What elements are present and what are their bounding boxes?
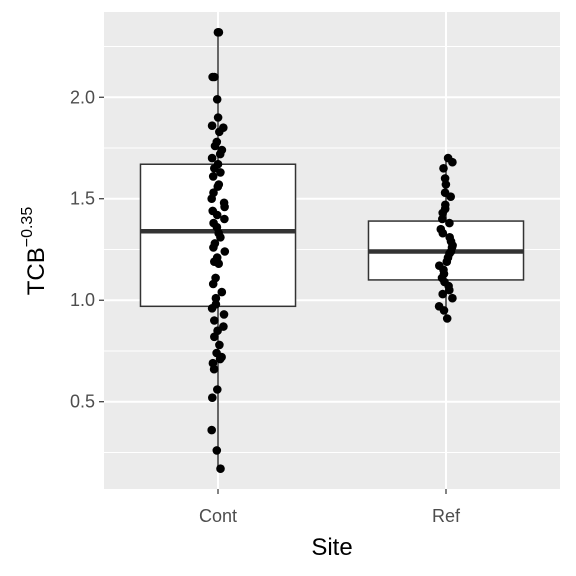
data-point [442,314,452,323]
data-point [445,285,454,295]
data-point [207,304,217,313]
x-axis: Cont Ref [199,489,461,526]
data-point [207,194,216,203]
data-point [208,279,218,289]
y-axis-title: TCB−0.35 [19,207,50,296]
data-point [214,28,224,37]
data-point [438,228,448,238]
data-point [439,164,448,173]
data-point [209,364,219,374]
data-point [207,121,217,130]
data-point [216,168,225,177]
data-point [209,243,218,252]
data-point [210,164,219,173]
data-point [214,259,223,269]
data-point [215,127,224,137]
data-point [438,214,447,224]
data-point [445,218,454,228]
data-point [219,310,229,319]
y-tick-label: 0.5 [70,392,95,412]
y-tick-label: 2.0 [70,87,95,107]
data-point [212,210,222,220]
data-point [442,257,452,267]
data-point [208,393,217,403]
data-points [207,28,457,474]
data-point [210,141,220,151]
data-point [211,293,221,303]
data-point [210,316,219,325]
x-axis-title: Site [311,534,352,561]
data-point [215,149,225,159]
data-point [438,208,448,218]
data-point [220,247,230,256]
data-point [448,157,457,167]
data-point [215,340,224,350]
x-tick-label: Ref [432,506,461,526]
data-point [216,464,225,474]
data-point [446,192,456,201]
data-point [441,180,451,189]
y-tick-label: 1.5 [70,189,95,209]
data-point [210,332,219,342]
data-point [448,293,457,303]
y-axis-title-base: TCB [23,247,50,295]
y-tick-label: 1.0 [70,290,95,310]
data-point [213,113,223,122]
svg-text:TCB−0.35: TCB−0.35 [19,207,50,296]
data-point [216,233,225,242]
data-point [220,214,229,224]
data-point [217,287,227,297]
data-point [220,202,229,212]
data-point [210,72,219,82]
y-axis: 0.5 1.0 1.5 2.0 [70,87,104,412]
data-point [212,95,222,104]
data-point [438,289,448,299]
data-point [212,446,222,455]
y-axis-title-exponent: −0.35 [19,207,36,248]
data-point [439,306,449,315]
data-point [215,354,225,364]
data-point [208,172,218,181]
data-point [207,153,217,163]
data-point [213,385,222,394]
data-point [213,182,223,191]
x-tick-label: Cont [199,506,237,526]
data-point [207,425,216,435]
